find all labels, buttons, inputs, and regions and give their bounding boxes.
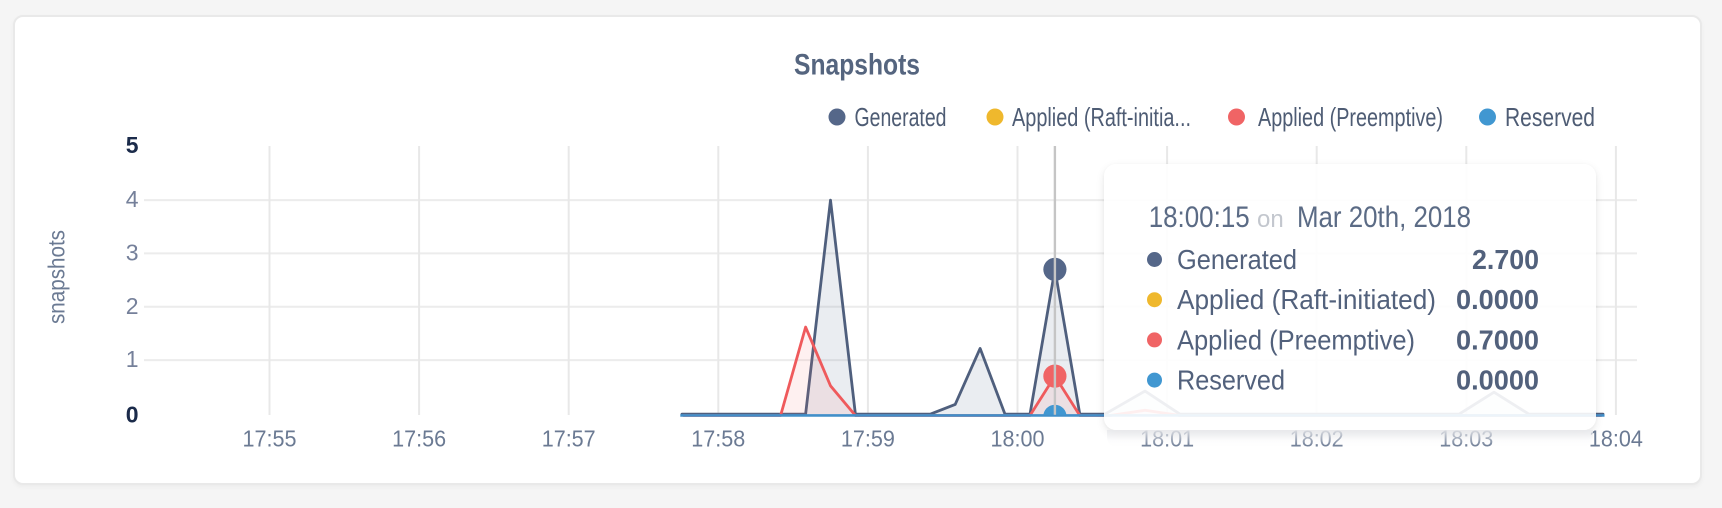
svg-text:on: on: [1257, 206, 1284, 233]
svg-text:Generated: Generated: [1177, 244, 1297, 275]
svg-text:0.0000: 0.0000: [1456, 365, 1539, 396]
svg-text:Applied (Raft-initia...: Applied (Raft-initia...: [1012, 102, 1191, 132]
svg-text:Applied (Raft-initiated): Applied (Raft-initiated): [1177, 284, 1436, 315]
svg-text:1: 1: [126, 346, 139, 372]
svg-text:17:55: 17:55: [243, 426, 297, 452]
svg-text:0: 0: [126, 402, 139, 428]
svg-text:3: 3: [126, 239, 139, 265]
svg-text:snapshots: snapshots: [44, 230, 70, 324]
svg-text:Applied (Preemptive): Applied (Preemptive): [1177, 324, 1415, 355]
svg-text:Applied (Preemptive): Applied (Preemptive): [1258, 102, 1443, 132]
svg-text:18:00: 18:00: [991, 426, 1045, 452]
svg-text:5: 5: [126, 132, 139, 158]
svg-text:4: 4: [126, 186, 139, 212]
svg-text:Reserved: Reserved: [1177, 365, 1285, 396]
svg-text:Reserved: Reserved: [1505, 102, 1595, 132]
svg-text:17:56: 17:56: [392, 426, 446, 452]
svg-text:2: 2: [126, 293, 139, 319]
svg-text:0.0000: 0.0000: [1456, 284, 1539, 315]
svg-text:18:00:15: 18:00:15: [1149, 201, 1250, 234]
svg-text:Generated: Generated: [855, 102, 947, 132]
svg-text:18:04: 18:04: [1589, 426, 1643, 452]
svg-text:Snapshots: Snapshots: [794, 49, 920, 82]
svg-text:17:58: 17:58: [691, 426, 745, 452]
svg-text:17:57: 17:57: [542, 426, 596, 452]
svg-text:17:59: 17:59: [841, 426, 895, 452]
svg-text:2.700: 2.700: [1472, 244, 1539, 275]
svg-text:Mar 20th, 2018: Mar 20th, 2018: [1297, 201, 1471, 234]
svg-text:0.7000: 0.7000: [1456, 324, 1539, 355]
